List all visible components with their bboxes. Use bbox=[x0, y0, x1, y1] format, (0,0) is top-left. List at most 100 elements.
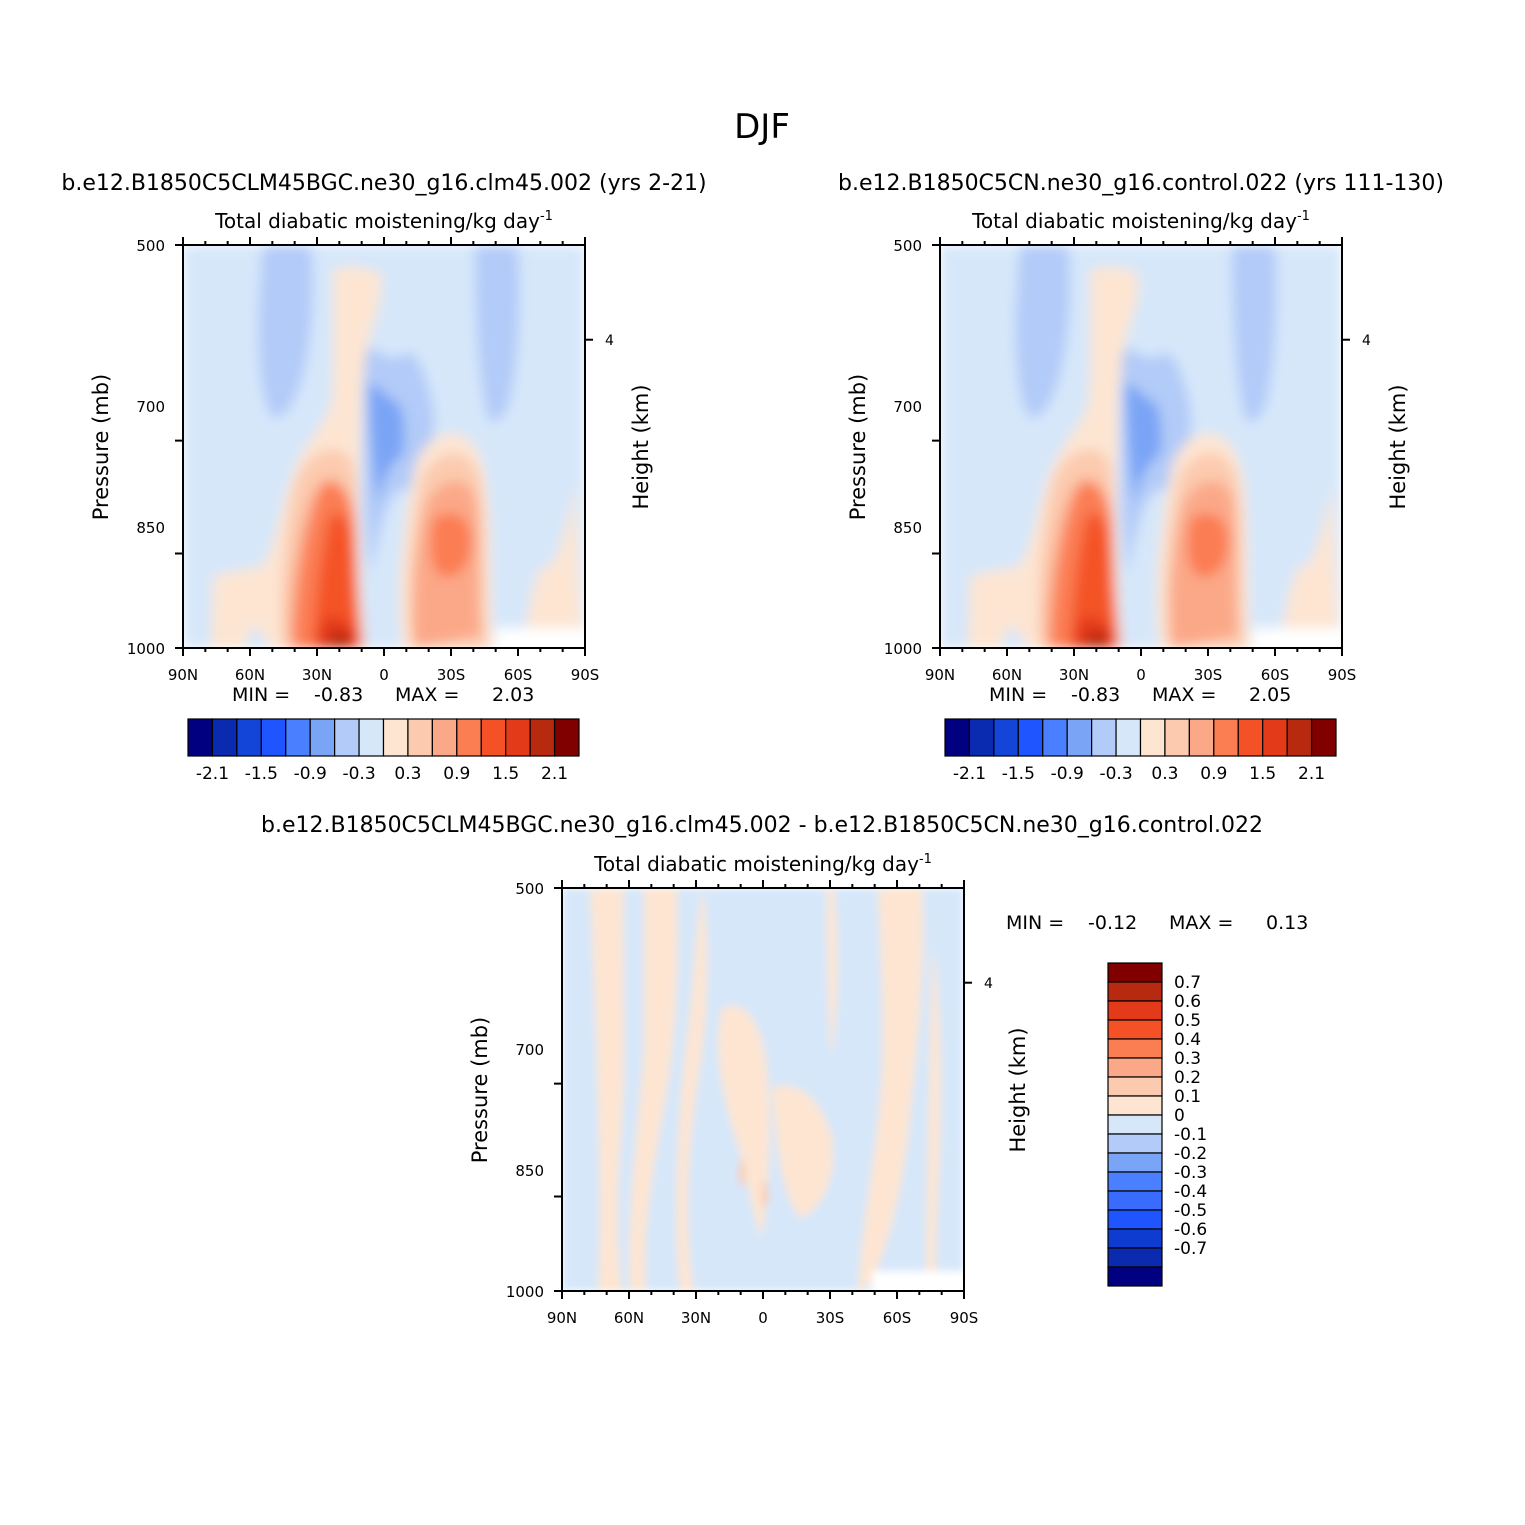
pressure-tick: 1000 bbox=[127, 640, 165, 658]
colorbar-swatch bbox=[260, 718, 287, 757]
colorbar: -2.1 -1.5 -0.9 -0.3 0.3 0.9 1.5 2.1 bbox=[187, 718, 580, 784]
colorbar-vertical: 0.70.60.50.40.30.20.10-0.1-0.2-0.3-0.4-0… bbox=[1107, 962, 1207, 1287]
colorbar-swatch bbox=[1107, 1228, 1163, 1249]
max-value: 2.05 bbox=[1249, 684, 1291, 706]
pressure-tick: 500 bbox=[136, 237, 165, 255]
lat-tick: 0 bbox=[379, 666, 389, 684]
min-label: MIN = bbox=[989, 684, 1047, 706]
variable-title: Total diabatic moistening/kg day-1 bbox=[214, 209, 553, 233]
colorbar-swatch bbox=[1107, 1000, 1163, 1021]
colorbar-swatch bbox=[1262, 718, 1288, 757]
colorbar-swatch bbox=[553, 718, 580, 757]
latitude-tick-labels: 90N 60N 30N 0 30S 60S 90S bbox=[925, 666, 1356, 684]
lat-tick: 60N bbox=[235, 666, 265, 684]
colorbar-label: -0.3 bbox=[342, 764, 375, 784]
axis-ticks bbox=[932, 237, 1350, 656]
variable-title: Total diabatic moistening/kg day-1 bbox=[593, 852, 932, 876]
colorbar-swatch bbox=[993, 718, 1019, 757]
colorbar-label: 0.9 bbox=[443, 764, 470, 784]
colorbar-swatch bbox=[1107, 1171, 1163, 1192]
max-value: 0.13 bbox=[1266, 912, 1308, 934]
colorbar-swatch bbox=[382, 718, 409, 757]
lat-tick: 0 bbox=[758, 1309, 768, 1327]
colorbar-label: 0.4 bbox=[1174, 1030, 1201, 1050]
run-title: b.e12.B1850C5CLM45BGC.ne30_g16.clm45.002… bbox=[61, 171, 706, 196]
lat-tick: 30S bbox=[816, 1309, 845, 1327]
colorbar-label: -0.2 bbox=[1174, 1144, 1207, 1164]
colorbar-label: -0.9 bbox=[294, 764, 327, 784]
colorbar-label: 0.9 bbox=[1200, 764, 1227, 784]
axis-ticks bbox=[554, 880, 972, 1299]
y-axis-label: Pressure (mb) bbox=[468, 1017, 492, 1164]
colorbar-label: 0.1 bbox=[1174, 1087, 1201, 1107]
colorbar-swatch bbox=[1107, 981, 1163, 1002]
pressure-tick: 700 bbox=[136, 398, 165, 416]
lat-tick: 90S bbox=[1328, 666, 1357, 684]
latitude-tick-labels: 90N 60N 30N 0 30S 60S 90S bbox=[547, 1309, 978, 1327]
colorbar-swatch bbox=[187, 718, 214, 757]
height-tick: 4 bbox=[1362, 333, 1371, 349]
colorbar-swatch bbox=[1107, 1095, 1163, 1116]
min-max-readout: MIN = -0.12 MAX = 0.13 bbox=[1006, 912, 1308, 934]
lat-tick: 30S bbox=[1194, 666, 1223, 684]
lat-tick: 30N bbox=[681, 1309, 711, 1327]
y-axis-label: Pressure (mb) bbox=[846, 374, 870, 521]
pressure-tick-labels: 500 700 850 1000 bbox=[506, 880, 544, 1301]
colorbar-label: -0.6 bbox=[1174, 1220, 1207, 1240]
colorbar-swatch bbox=[1213, 718, 1239, 757]
pressure-tick: 850 bbox=[893, 519, 922, 537]
colorbar-swatch bbox=[944, 718, 971, 757]
colorbar-swatch bbox=[1310, 718, 1337, 757]
colorbar-label: 0.5 bbox=[1174, 1011, 1201, 1031]
colorbar-swatch bbox=[1107, 1076, 1163, 1097]
colorbar-swatch bbox=[1107, 1247, 1163, 1268]
axis-ticks bbox=[175, 237, 593, 656]
lat-tick: 90N bbox=[168, 666, 198, 684]
pressure-tick: 500 bbox=[893, 237, 922, 255]
panel-control: b.e12.B1850C5CN.ne30_g16.control.022 (yr… bbox=[838, 171, 1444, 784]
contour-field bbox=[940, 245, 1342, 648]
lat-tick: 60N bbox=[614, 1309, 644, 1327]
colorbar-label: -1.5 bbox=[245, 764, 278, 784]
variable-title: Total diabatic moistening/kg day-1 bbox=[971, 209, 1310, 233]
colorbar-swatch bbox=[334, 718, 360, 757]
colorbar-swatch bbox=[211, 718, 238, 757]
pressure-tick-labels: 500 700 850 1000 bbox=[127, 237, 165, 658]
lat-tick: 30N bbox=[1059, 666, 1089, 684]
colorbar-label: 2.1 bbox=[1298, 764, 1325, 784]
colorbar-swatch bbox=[1017, 718, 1044, 757]
lat-tick: 90N bbox=[547, 1309, 577, 1327]
lat-tick: 90S bbox=[571, 666, 600, 684]
min-max-readout: MIN = -0.83 MAX = 2.05 bbox=[989, 684, 1291, 706]
max-value: 2.03 bbox=[492, 684, 534, 706]
panel-difference: b.e12.B1850C5CLM45BGC.ne30_g16.clm45.002… bbox=[261, 813, 1308, 1327]
colorbar-swatch bbox=[1107, 1152, 1163, 1173]
colorbar-swatch bbox=[1107, 1133, 1163, 1154]
colorbar-label: -0.9 bbox=[1051, 764, 1084, 784]
colorbar-swatch bbox=[1286, 718, 1313, 757]
run-title: b.e12.B1850C5CLM45BGC.ne30_g16.clm45.002… bbox=[261, 813, 1263, 838]
colorbar-label: 0.7 bbox=[1174, 973, 1201, 993]
contour-field bbox=[183, 245, 585, 648]
colorbar-swatch bbox=[1237, 718, 1264, 757]
colorbar-swatch bbox=[1066, 718, 1093, 757]
lat-tick: 60S bbox=[883, 1309, 912, 1327]
height-tick: 4 bbox=[984, 976, 993, 992]
colorbar-label: -0.3 bbox=[1174, 1163, 1207, 1183]
colorbar-swatch bbox=[505, 718, 531, 757]
pressure-tick: 850 bbox=[136, 519, 165, 537]
colorbar-swatch bbox=[236, 718, 262, 757]
lat-tick: 0 bbox=[1136, 666, 1146, 684]
colorbar-swatch bbox=[968, 718, 995, 757]
colorbar-swatch bbox=[358, 718, 385, 757]
colorbar-swatch bbox=[1115, 718, 1142, 757]
colorbar-label: -2.1 bbox=[953, 764, 986, 784]
colorbar-swatch bbox=[1107, 1266, 1163, 1287]
colorbar-label: 0.2 bbox=[1174, 1068, 1201, 1088]
pressure-tick: 700 bbox=[515, 1041, 544, 1059]
colorbar-label: 2.1 bbox=[541, 764, 568, 784]
colorbar-label: 0.6 bbox=[1174, 992, 1201, 1012]
y-axis-label-right: Height (km) bbox=[1386, 384, 1410, 509]
panel-clm45: b.e12.B1850C5CLM45BGC.ne30_g16.clm45.002… bbox=[61, 171, 706, 784]
lat-tick: 60N bbox=[992, 666, 1022, 684]
